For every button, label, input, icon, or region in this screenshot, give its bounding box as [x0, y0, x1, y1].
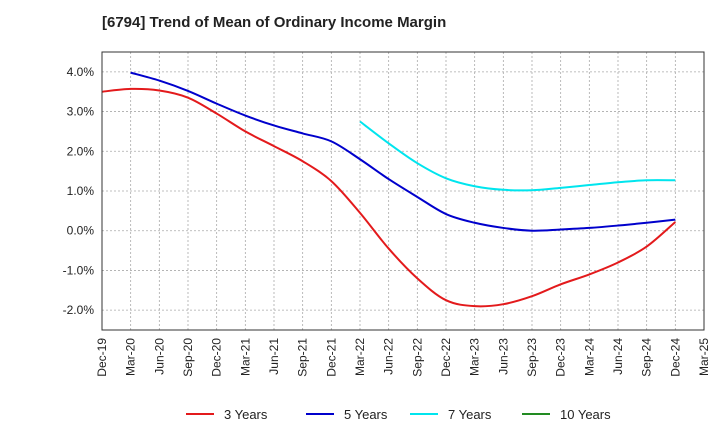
x-tick-label: Dec-19 [95, 338, 109, 377]
x-tick-label: Dec-21 [324, 338, 338, 377]
x-tick-label: Jun-24 [611, 338, 625, 375]
y-tick-label: 2.0% [67, 144, 95, 158]
legend-label-5-years: 5 Years [344, 407, 388, 422]
x-tick-label: Dec-24 [668, 338, 682, 377]
legend: 3 Years 5 Years 7 Years 10 Years [186, 407, 611, 422]
x-tick-label: Dec-22 [439, 338, 453, 377]
y-tick-label: 3.0% [67, 105, 95, 119]
x-tick-label: Mar-24 [582, 338, 596, 376]
series-line-5-years [130, 71, 676, 232]
x-tick-label: Dec-20 [210, 338, 224, 377]
x-tick-label: Sep-21 [296, 338, 310, 377]
x-tick-label: Jun-22 [382, 338, 396, 375]
legend-label-7-years: 7 Years [448, 407, 492, 422]
legend-label-10-years: 10 Years [560, 407, 611, 422]
x-tick-label: Jun-20 [152, 338, 166, 375]
x-axis-ticks: Dec-19 Mar-20 Jun-20 Sep-20 Dec-20 Mar-21 Jun-… [95, 338, 711, 377]
legend-label-3-years: 3 Years [224, 407, 268, 422]
x-tick-label: Mar-21 [238, 338, 252, 376]
chart-title: [6794] Trend of Mean of Ordinary Income … [102, 14, 447, 31]
plot-border [101, 51, 705, 331]
x-tick-label: Jun-23 [496, 338, 510, 375]
y-tick-label: 1.0% [67, 184, 95, 198]
x-tick-label: Mar-22 [353, 338, 367, 376]
x-tick-label: Dec-23 [554, 338, 568, 377]
y-tick-label: -1.0% [63, 263, 95, 277]
x-tick-label: Sep-22 [410, 338, 424, 377]
y-axis-ticks: 4.0% 3.0% 2.0% 1.0% 0.0% -1.0% -2.0% [63, 65, 95, 317]
y-tick-label: 4.0% [67, 65, 95, 79]
series-layer [101, 71, 676, 308]
x-tick-label: Sep-20 [181, 338, 195, 377]
series-line-7-years [359, 120, 676, 192]
series-line-3-years [101, 87, 676, 308]
x-tick-label: Sep-24 [640, 338, 654, 377]
x-tick-label: Jun-21 [267, 338, 281, 375]
x-tick-label: Sep-23 [525, 338, 539, 377]
x-tick-label: Mar-23 [468, 338, 482, 376]
horizontal-gridlines [102, 71, 704, 311]
y-tick-label: 0.0% [67, 224, 95, 238]
y-tick-label: -2.0% [63, 303, 95, 317]
x-tick-label: Mar-20 [124, 338, 138, 376]
x-tick-label: Mar-25 [697, 338, 711, 376]
